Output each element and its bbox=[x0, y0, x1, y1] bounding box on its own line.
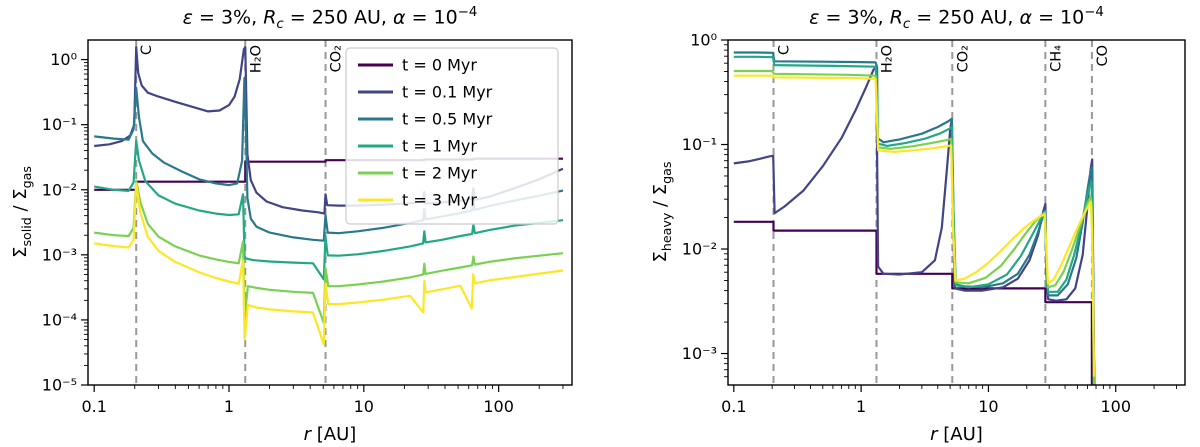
legend-box bbox=[345, 47, 559, 225]
x-axis-label-left: r [AU] bbox=[303, 424, 357, 445]
y-tick-label: 10⁻² bbox=[42, 180, 77, 199]
series-group bbox=[733, 51, 1096, 385]
series-t-0-myr bbox=[733, 220, 1093, 385]
axis-ticks bbox=[721, 39, 1177, 392]
title-text: = 10 bbox=[1032, 6, 1085, 29]
legend-label: t = 0.5 Myr bbox=[402, 110, 493, 129]
panel-solid: C H₂O CO₂ 0.1 1 10 100 10⁰ 10⁻¹ 10⁻² 10⁻³ 10⁻⁴ 10⁻⁵ t… bbox=[10, 5, 573, 445]
legend-label: t = 0 Myr bbox=[402, 56, 477, 75]
legend-label: t = 2 Myr bbox=[402, 164, 477, 183]
x-tick-label: 10 bbox=[354, 397, 374, 416]
epsilon-symbol: ε bbox=[809, 6, 820, 29]
tick-labels: 0.1 1 10 100 10⁰ 10⁻¹ 10⁻² 10⁻³ bbox=[682, 31, 1131, 417]
alpha-symbol: α bbox=[393, 6, 406, 29]
series-t-3-myr bbox=[733, 74, 1096, 377]
iceline-label: CO bbox=[1095, 45, 1111, 67]
title-text: = 3%, bbox=[819, 6, 890, 29]
iceline-label: C bbox=[139, 45, 155, 55]
x-tick-label: 0.1 bbox=[81, 397, 106, 416]
series-t-3-myr bbox=[94, 182, 564, 346]
alpha-exponent: −4 bbox=[457, 5, 478, 20]
x-tick-label: 100 bbox=[1100, 397, 1131, 416]
x-tick-label: 10 bbox=[978, 397, 998, 416]
series-t-0.5-myr bbox=[733, 51, 1096, 385]
alpha-symbol: α bbox=[1019, 6, 1033, 29]
series-t-1-myr bbox=[733, 55, 1096, 385]
rc-symbol: R bbox=[889, 6, 903, 29]
chart-heavy-canvas: C H₂O CO₂ CH₄ CO 0.1 1 10 100 10⁰ 10⁻¹ 10⁻² 10⁻³ bbox=[682, 31, 1186, 417]
rc-subscript: c bbox=[902, 17, 911, 33]
rc-symbol: R bbox=[263, 6, 277, 29]
iceline-label: CO₂ bbox=[329, 45, 345, 72]
axes-frame bbox=[727, 39, 1186, 386]
tick-labels: 0.1 1 10 100 10⁰ 10⁻¹ 10⁻² 10⁻³ 10⁻⁴ 10⁻⁵ bbox=[42, 50, 514, 416]
title-text: = 250 AU, bbox=[910, 6, 1020, 29]
panel-heavy: C H₂O CO₂ CH₄ CO 0.1 1 10 100 10⁰ 10⁻¹ 10⁻² 10⁻³ ε =… bbox=[600, 0, 1200, 447]
x-tick-label: 1 bbox=[224, 397, 234, 416]
plot-title-left: ε = 3%, Rc = 250 AU, α = 10−4 bbox=[88, 5, 572, 32]
legend: t = 0 Myr t = 0.1 Myr t = 0.5 Myr t = 1 Myr… bbox=[345, 47, 559, 225]
title-text: = 3%, bbox=[192, 6, 264, 29]
iceline-label: CH₄ bbox=[1048, 45, 1064, 72]
legend-label: t = 3 Myr bbox=[402, 191, 477, 210]
x-tick-label: 100 bbox=[483, 397, 514, 416]
series-t-1-myr bbox=[94, 139, 564, 281]
legend-label: t = 1 Myr bbox=[402, 137, 477, 156]
rc-subscript: c bbox=[276, 17, 284, 33]
axes-frame bbox=[87, 39, 573, 386]
y-axis-label-heavy: Σheavy / Σgas bbox=[650, 161, 674, 263]
iceline-label: C bbox=[777, 45, 793, 55]
epsilon-symbol: ε bbox=[182, 6, 193, 29]
series-t-2-myr bbox=[94, 179, 564, 324]
series-t-0.1-myr bbox=[733, 65, 1096, 385]
x-axis-label-right: r [AU] bbox=[930, 424, 983, 445]
axis-ticks bbox=[81, 58, 564, 392]
y-tick-label: 10⁰ bbox=[50, 50, 77, 69]
y-tick-label: 10⁰ bbox=[690, 31, 717, 50]
chart-solid-canvas: C H₂O CO₂ 0.1 1 10 100 10⁰ 10⁻¹ 10⁻² 10⁻³ 10⁻⁴ 10⁻⁵ t… bbox=[42, 39, 573, 416]
y-tick-label: 10⁻² bbox=[682, 240, 717, 259]
legend-label: t = 0.1 Myr bbox=[402, 83, 493, 102]
y-tick-label: 10⁻⁵ bbox=[42, 376, 77, 395]
title-text: = 10 bbox=[405, 6, 458, 29]
iceline-label: CO₂ bbox=[955, 45, 971, 72]
plot-title-right: ε = 3%, Rc = 250 AU, α = 10−4 bbox=[728, 5, 1185, 32]
y-tick-label: 10⁻¹ bbox=[682, 135, 717, 154]
iceline-label: H₂O bbox=[879, 45, 895, 73]
y-tick-label: 10⁻¹ bbox=[42, 115, 77, 134]
y-tick-label: 10⁻³ bbox=[682, 344, 717, 363]
iceline-label: H₂O bbox=[248, 45, 264, 73]
x-tick-label: 0.1 bbox=[721, 397, 746, 416]
y-axis-label-solid: Σsolid / Σgas bbox=[10, 166, 34, 258]
alpha-exponent: −4 bbox=[1084, 5, 1104, 20]
x-tick-label: 1 bbox=[856, 397, 866, 416]
title-text: = 250 AU, bbox=[283, 6, 393, 29]
y-tick-label: 10⁻³ bbox=[42, 245, 77, 264]
y-tick-label: 10⁻⁴ bbox=[42, 310, 77, 329]
